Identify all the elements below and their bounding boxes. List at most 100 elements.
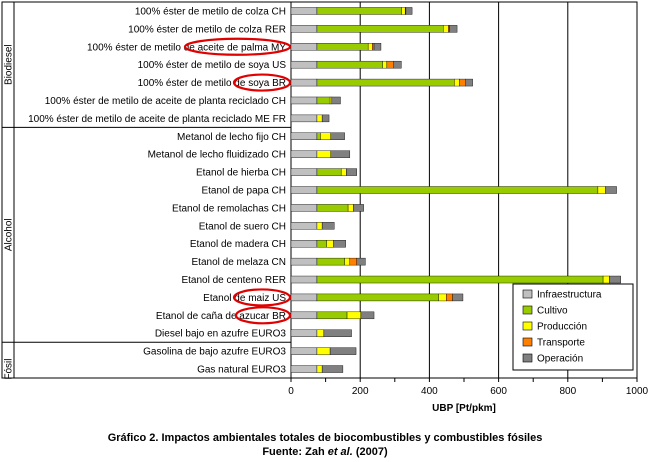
category-label: Etanol de suero CH bbox=[199, 221, 286, 232]
bar-segment bbox=[340, 168, 347, 176]
bar-segment bbox=[290, 275, 318, 284]
bar-segment bbox=[401, 7, 406, 15]
bar-segment bbox=[330, 132, 345, 140]
x-tick-label: 400 bbox=[421, 386, 438, 397]
category-label: Etanol de caña de azucar BR bbox=[156, 311, 286, 322]
bar-segment bbox=[290, 7, 318, 15]
bar-segment bbox=[290, 150, 318, 158]
category-label: Etanol de hierba CH bbox=[196, 168, 286, 179]
bar-segment bbox=[290, 132, 318, 140]
bar-segment bbox=[316, 293, 439, 302]
bar-segment bbox=[449, 25, 458, 33]
bar-segment bbox=[316, 78, 455, 87]
source-italic: et al. bbox=[327, 446, 353, 458]
highlight-ellipses bbox=[183, 37, 292, 325]
highlight-ellipse bbox=[183, 37, 292, 56]
bar-segment bbox=[290, 257, 318, 266]
bar-segment bbox=[346, 311, 362, 320]
bar-segment bbox=[465, 78, 473, 87]
bar-segment bbox=[316, 186, 599, 194]
chart: Biodiesel Alcohol Fósil 100% éster de meti… bbox=[1, 1, 649, 414]
bar-segment bbox=[446, 293, 453, 302]
legend-swatch bbox=[522, 321, 533, 331]
bar-segment bbox=[316, 7, 402, 15]
bar-segment bbox=[360, 311, 375, 320]
bar-segment bbox=[316, 114, 323, 123]
x-axis-label: UBP [Pt/pkm] bbox=[432, 403, 496, 414]
highlight-ellipse bbox=[232, 73, 292, 92]
bar-segment bbox=[290, 43, 318, 51]
bar-segment bbox=[443, 25, 449, 33]
category-label: 100% éster de metilo de soya US bbox=[138, 60, 287, 71]
legend-swatch bbox=[522, 305, 533, 315]
figure-source: Fuente: Zah et al. (2007) bbox=[0, 446, 650, 458]
category-label: Etanol de melaza CN bbox=[192, 257, 287, 268]
bar-segment bbox=[290, 329, 318, 337]
bar-segment bbox=[452, 293, 464, 302]
bar-segment bbox=[367, 43, 373, 51]
legend-swatch bbox=[522, 289, 533, 299]
legend-label: Infraestructura bbox=[537, 290, 602, 301]
bar-segment bbox=[290, 222, 318, 230]
category-label: Etanol de centeno RER bbox=[181, 275, 286, 286]
bar-segment bbox=[290, 365, 318, 373]
bars bbox=[290, 7, 621, 373]
bar-segment bbox=[597, 186, 606, 194]
bar-segment bbox=[346, 168, 357, 176]
group-label: Alcohol bbox=[4, 218, 15, 251]
legend-swatch bbox=[522, 353, 533, 363]
bar-segment bbox=[344, 257, 351, 266]
legend: Infraestructura Cultivo Producción Transpor… bbox=[512, 283, 634, 371]
category-label: Etanol de remolachas CH bbox=[172, 203, 286, 214]
bar-segment bbox=[316, 347, 331, 355]
bar-segment bbox=[290, 347, 318, 355]
group-label: Fósil bbox=[4, 358, 15, 379]
category-label: Etanol de papa CH bbox=[201, 186, 286, 197]
source-suffix: (2007) bbox=[352, 446, 388, 458]
bar-segment bbox=[321, 365, 344, 373]
bar-segment bbox=[605, 186, 617, 194]
bar-segment bbox=[326, 240, 334, 248]
bar-segment bbox=[320, 132, 331, 140]
legend-label: Transporte bbox=[537, 338, 585, 349]
bar-segment bbox=[353, 204, 364, 212]
bar-segment bbox=[331, 96, 341, 105]
bar-segment bbox=[459, 78, 466, 87]
category-label: Diesel bajo en azufre EURO3 bbox=[155, 329, 287, 340]
bar-segment bbox=[323, 329, 352, 337]
legend-swatch bbox=[522, 337, 533, 347]
bar-segment bbox=[405, 7, 413, 15]
bar-segment bbox=[393, 60, 402, 69]
bar-segment bbox=[290, 168, 318, 176]
highlight-ellipse bbox=[232, 288, 292, 307]
category-label: Metanol de lecho fluidizado CH bbox=[148, 150, 286, 161]
legend-label: Producción bbox=[537, 322, 587, 333]
category-label: 100% éster de metilo de colza CH bbox=[135, 6, 286, 17]
bar-segment bbox=[329, 347, 357, 355]
bar-segment bbox=[290, 186, 318, 194]
group-label: Biodiesel bbox=[4, 44, 15, 85]
bar-segment bbox=[321, 114, 330, 123]
bar-segment bbox=[316, 96, 331, 105]
category-label: 100% éster de metilo de soya BR bbox=[138, 78, 286, 89]
bar-segment bbox=[290, 240, 318, 248]
bar-segment bbox=[290, 78, 318, 87]
bar-segment bbox=[290, 311, 318, 320]
bar-segment bbox=[329, 96, 333, 105]
highlight-ellipse bbox=[234, 306, 292, 325]
bar-segment bbox=[602, 275, 610, 284]
bar-segment bbox=[609, 275, 621, 284]
bar-segment bbox=[316, 132, 321, 140]
x-tick-label: 1000 bbox=[626, 386, 649, 397]
category-label: Gasolina de bajo azufre EURO3 bbox=[143, 347, 286, 358]
bar-segment bbox=[386, 60, 394, 69]
legend-label: Cultivo bbox=[537, 306, 568, 317]
category-label: Etanol de maiz US bbox=[203, 293, 286, 304]
bar-segment bbox=[316, 60, 383, 69]
bar-segment bbox=[290, 25, 318, 33]
category-label: Etanol de madera CH bbox=[190, 239, 286, 250]
category-label: Gas natural EURO3 bbox=[197, 365, 286, 376]
bar-segment bbox=[290, 204, 318, 212]
bar-segment bbox=[347, 204, 354, 212]
category-label: 100% éster de metilo de aceite de planta… bbox=[45, 96, 286, 107]
